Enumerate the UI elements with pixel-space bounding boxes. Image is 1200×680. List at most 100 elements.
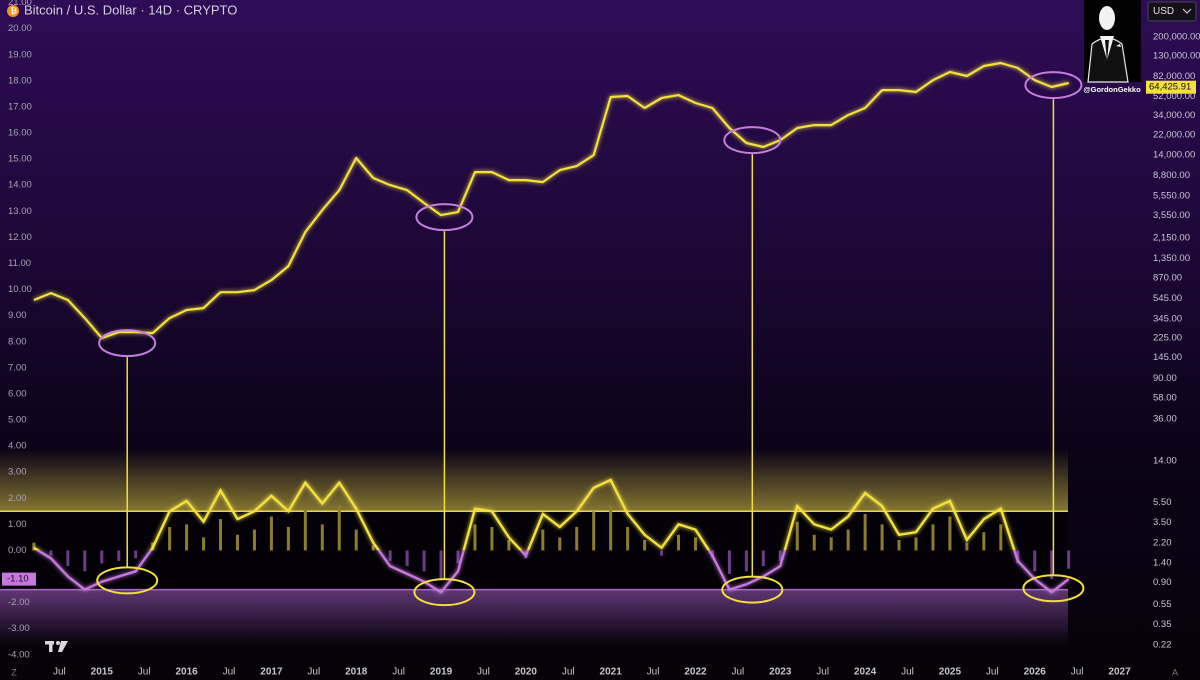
y-tick-label: 13.00 [8,206,32,217]
histogram-bar [371,545,375,551]
y-tick-label: 7.00 [8,362,27,373]
oscillator-highlight [721,575,784,604]
y2-tick-label: 90.00 [1153,373,1177,384]
histogram-bar [727,550,731,574]
dropdown-arrow[interactable] [1182,8,1192,14]
button-z[interactable]: Z [11,667,17,677]
y2-tick-label: 0.55 [1153,599,1172,610]
y2-tick-label: 52,000.00 [1153,91,1195,102]
histogram-bar [422,550,426,572]
y-tick-label: 11.00 [8,258,31,269]
watermark-portrait [1084,0,1141,83]
x-tick-label: 2026 [1024,667,1047,678]
y-tick-label: 16.00 [8,128,32,139]
x-tick-label: Jul [477,667,490,678]
y2-tick-label: 130,000.00 [1153,51,1200,62]
histogram-bar [744,550,748,572]
histogram-bar [219,519,223,551]
y-tick-label: 5.00 [8,415,27,426]
y2-tick-label: 3.50 [1153,517,1172,528]
x-tick-label: 2020 [515,667,538,678]
histogram-bar [456,550,460,564]
y2-tick-label: 1.40 [1153,558,1172,569]
currency-dropdown[interactable] [1147,1,1197,22]
histogram-bar [558,537,562,551]
histogram-bar [693,537,697,551]
chart-title: Bitcoin / U.S. Dollar · 14D · CRYPTO [24,2,237,17]
histogram-bar [134,550,138,559]
y2-tick-label: 58.00 [1153,393,1177,404]
lower-band-glow [0,589,1068,645]
y-tick-label: -4.00 [8,649,30,660]
x-axis-strip [0,660,1200,680]
x-tick-label: 2019 [430,667,453,678]
y2-tick-label: 2.20 [1153,538,1172,549]
histogram-bar [269,516,273,551]
y-tick-label: 2.00 [8,493,27,504]
histogram-bar [320,524,324,551]
y-tick-label: 15.00 [8,154,32,165]
x-tick-label: Jul [901,667,914,678]
x-tick-label: 2021 [600,667,623,678]
histogram-bar [880,524,884,551]
histogram-bar [286,526,290,551]
button-a[interactable]: A [1172,667,1178,677]
histogram-bar [337,506,341,551]
histogram-bar [761,550,765,567]
y-tick-label: -3.00 [8,623,30,634]
y2-tick-label: 5.50 [1153,497,1172,508]
y2-tick-label: 14,000.00 [1153,149,1195,160]
y2-tick-label: 0.22 [1153,640,1172,651]
tradingview-logo [45,641,68,652]
x-tick-label: 2022 [684,667,707,678]
histogram-bar [83,550,87,572]
y2-tick-label: 0.35 [1153,619,1172,630]
histogram-bar [168,526,172,551]
currency-label[interactable]: USD [1153,6,1174,17]
oscillator-highlight [96,566,159,595]
histogram-bar [439,550,443,580]
y2-tick-label: 2,150.00 [1153,232,1190,243]
bitcoin-icon-glyph: ₿ [11,7,18,16]
y-tick-label: 14.00 [8,180,32,191]
y-tick-label: 20.00 [8,23,32,34]
histogram-bar [846,529,850,551]
x-tick-label: 2025 [939,667,962,678]
last-price-box [1146,80,1196,94]
y2-tick-label: 1,350.00 [1153,253,1190,264]
x-tick-label: Jul [223,667,236,678]
y2-tick-label: 0.90 [1153,577,1172,588]
histogram-bar [795,521,799,551]
x-tick-label: Jul [1071,667,1084,678]
price-line [33,61,1069,340]
histogram-bar [609,506,613,551]
y2-tick-label: 36.00 [1153,414,1177,425]
y2-tick-label: 22,000.00 [1153,129,1195,140]
watermark-handle: @GordonGekko [1083,85,1141,94]
histogram-bar [1033,550,1037,572]
last-oscillator-label: -1.10 [7,574,29,585]
histogram-bar [185,524,189,551]
histogram-bar [965,542,969,551]
x-tick-label: 2017 [260,667,283,678]
lower-band-zone [0,550,1068,590]
histogram-bar [626,526,630,551]
y-tick-label: 10.00 [8,284,32,295]
histogram-bar [507,540,511,551]
histogram-bar [541,529,545,551]
price-highlight [1024,71,1083,100]
x-tick-label: 2024 [854,667,877,678]
histogram-bar [914,537,918,551]
histogram-bar [354,529,358,551]
x-tick-label: Jul [307,667,320,678]
y2-tick-label: 14.00 [1153,456,1177,467]
histogram-bar [100,550,104,564]
oscillator-highlight [1022,574,1085,603]
y-tick-label: 0.00 [8,545,27,556]
y-tick-label: -2.00 [8,597,30,608]
histogram-bar [778,550,782,561]
price-highlight [98,329,157,358]
y-tick-label: 9.00 [8,310,27,321]
